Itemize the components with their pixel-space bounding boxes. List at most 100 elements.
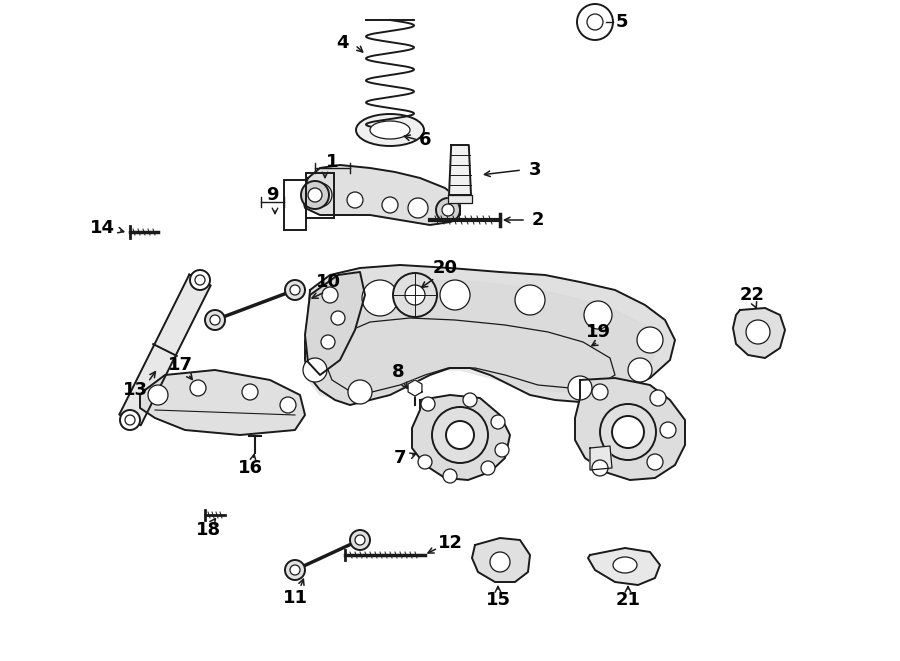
Polygon shape	[305, 280, 658, 400]
Text: 12: 12	[437, 534, 463, 552]
Circle shape	[440, 280, 470, 310]
Circle shape	[515, 285, 545, 315]
Ellipse shape	[370, 121, 410, 139]
Text: 2: 2	[532, 211, 544, 229]
Circle shape	[350, 530, 370, 550]
Polygon shape	[588, 548, 660, 585]
Circle shape	[331, 311, 345, 325]
Circle shape	[592, 460, 608, 476]
Polygon shape	[408, 380, 422, 396]
Circle shape	[347, 192, 363, 208]
Circle shape	[405, 285, 425, 305]
Text: 17: 17	[167, 356, 193, 374]
Circle shape	[481, 461, 495, 475]
Circle shape	[148, 385, 168, 405]
Text: 1: 1	[326, 153, 338, 171]
Circle shape	[463, 393, 477, 407]
Polygon shape	[733, 308, 785, 358]
Ellipse shape	[436, 198, 460, 222]
Circle shape	[446, 421, 474, 449]
Circle shape	[205, 310, 225, 330]
Polygon shape	[140, 370, 305, 435]
Circle shape	[628, 358, 652, 382]
Circle shape	[612, 416, 644, 448]
Text: 18: 18	[195, 521, 220, 539]
Bar	[306, 173, 334, 217]
Text: 8: 8	[392, 363, 404, 381]
Polygon shape	[575, 378, 685, 480]
Circle shape	[120, 410, 140, 430]
Polygon shape	[448, 195, 472, 203]
Circle shape	[418, 455, 432, 469]
Circle shape	[746, 320, 770, 344]
Text: 14: 14	[89, 219, 114, 237]
Circle shape	[290, 565, 300, 575]
Circle shape	[432, 407, 488, 463]
Text: 13: 13	[122, 381, 148, 399]
Text: 11: 11	[283, 589, 308, 607]
Polygon shape	[449, 145, 471, 195]
Circle shape	[660, 422, 676, 438]
Circle shape	[408, 198, 428, 218]
Text: 10: 10	[316, 273, 340, 291]
Text: 6: 6	[418, 131, 431, 149]
Circle shape	[195, 275, 205, 285]
Circle shape	[637, 327, 663, 353]
Polygon shape	[302, 165, 460, 225]
Circle shape	[190, 380, 206, 396]
Ellipse shape	[442, 204, 454, 216]
Text: 19: 19	[586, 323, 610, 341]
Circle shape	[584, 301, 612, 329]
Circle shape	[348, 380, 372, 404]
Circle shape	[322, 287, 338, 303]
Circle shape	[303, 358, 327, 382]
Text: 16: 16	[238, 459, 263, 477]
Polygon shape	[120, 274, 211, 426]
Circle shape	[495, 443, 509, 457]
Ellipse shape	[308, 188, 322, 202]
Polygon shape	[305, 265, 675, 405]
Circle shape	[491, 415, 505, 429]
Circle shape	[443, 469, 457, 483]
Text: 21: 21	[616, 591, 641, 609]
Circle shape	[210, 315, 220, 325]
Circle shape	[321, 335, 335, 349]
Circle shape	[421, 397, 435, 411]
Circle shape	[382, 197, 398, 213]
Text: 7: 7	[394, 449, 406, 467]
Ellipse shape	[613, 557, 637, 573]
Circle shape	[280, 397, 296, 413]
Circle shape	[362, 280, 398, 316]
Circle shape	[242, 384, 258, 400]
Circle shape	[577, 4, 613, 40]
Text: 20: 20	[433, 259, 457, 277]
Circle shape	[355, 535, 365, 545]
Circle shape	[190, 270, 210, 290]
Circle shape	[650, 390, 666, 406]
Ellipse shape	[301, 181, 329, 209]
Circle shape	[285, 280, 305, 300]
Circle shape	[568, 376, 592, 400]
Polygon shape	[412, 395, 510, 480]
Text: 9: 9	[266, 186, 278, 204]
Circle shape	[393, 273, 437, 317]
Circle shape	[290, 285, 300, 295]
Text: 3: 3	[529, 161, 541, 179]
Polygon shape	[472, 538, 530, 582]
Circle shape	[587, 14, 603, 30]
Circle shape	[285, 560, 305, 580]
Circle shape	[490, 552, 510, 572]
Text: 15: 15	[485, 591, 510, 609]
Ellipse shape	[356, 114, 424, 146]
Circle shape	[647, 454, 663, 470]
Circle shape	[308, 183, 332, 207]
Polygon shape	[305, 272, 365, 375]
Circle shape	[592, 384, 608, 400]
Circle shape	[600, 404, 656, 460]
Text: 22: 22	[740, 286, 764, 304]
Text: 4: 4	[336, 34, 348, 52]
Circle shape	[125, 415, 135, 425]
Bar	[284, 180, 306, 230]
Polygon shape	[590, 446, 612, 470]
Text: 5: 5	[616, 13, 628, 31]
